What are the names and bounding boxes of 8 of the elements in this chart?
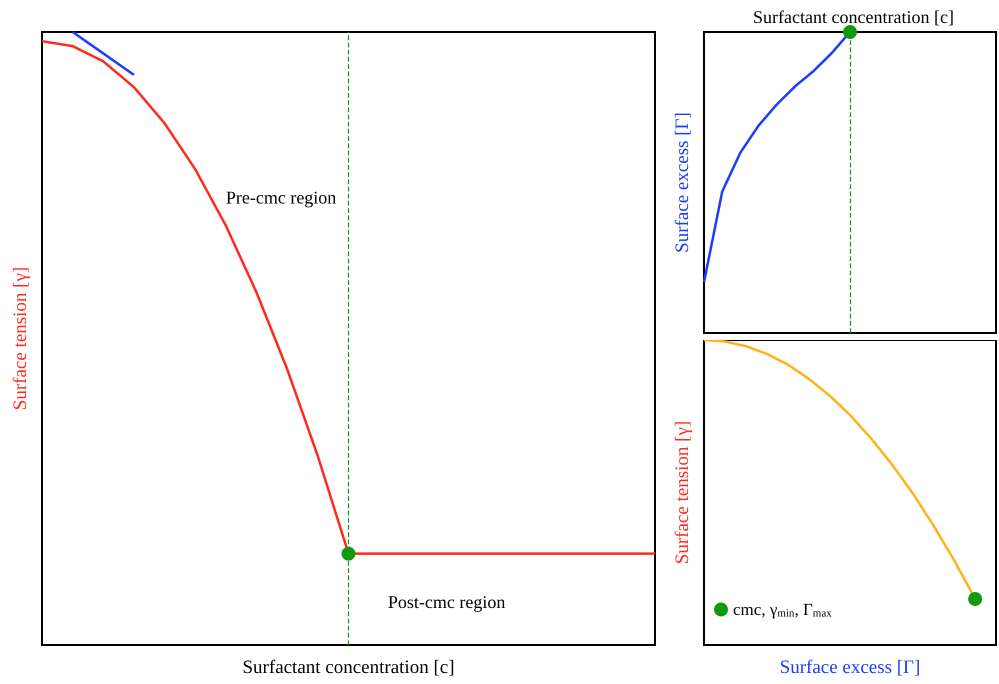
y-axis-title: Surface excess [Γ] [672, 112, 693, 253]
annotation: Post-cmc region [388, 592, 506, 612]
x-axis-title: Surfactant concentration [c] [242, 656, 455, 678]
x-axis-title: Surface excess [Γ] [780, 656, 920, 678]
annotation: Pre-cmc region [226, 188, 336, 208]
x2-axis-title: Surfactant concentration [c] [753, 7, 954, 27]
y-axis-title: Surface tension [γ] [10, 266, 31, 410]
y-axis-title: Surface tension [γ] [672, 420, 693, 564]
